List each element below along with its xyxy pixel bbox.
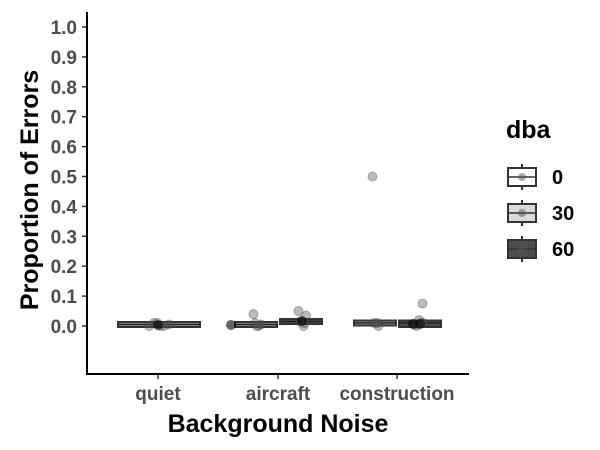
legend-item-60: 60 [507,236,574,262]
legend-item-0: 0 [507,164,563,190]
y-axis-ticks: 0.0 0.1 0.2 0.3 0.4 0.5 0.6 0.7 0.8 0.9 1.0 [51,18,87,338]
y-tick-label: 0.2 [51,257,77,278]
x-axis-title: Background Noise [168,410,389,438]
y-tick-label: 0.3 [51,227,77,248]
mean-point [415,319,425,329]
y-tick-label: 0.8 [51,78,77,99]
data-point [251,321,262,331]
data-point [372,318,383,329]
data-point [253,321,264,331]
y-tick-label: 0.5 [51,168,78,189]
y-tick-label: 0.6 [51,138,77,159]
jitter-points [144,171,429,331]
data-point [250,318,261,329]
y-tick-label: 0.1 [51,287,78,308]
mean-point [226,320,236,330]
y-axis-title: Proportion of Errors [16,70,44,310]
data-point [256,319,267,330]
y-tick-label: 0.9 [51,48,77,69]
data-point [373,321,384,331]
x-axis-ticks: quiet aircraft construction [135,374,455,405]
y-tick-label: 0.0 [51,317,77,338]
legend: dba 0 30 60 [506,116,574,262]
data-point [417,298,428,309]
x-tick-label-quiet: quiet [135,384,181,405]
mean-point [297,316,307,326]
legend-label: 0 [552,167,563,189]
y-tick-label: 1.0 [51,18,77,39]
data-point [163,319,174,330]
x-tick-label-construction: construction [339,384,454,405]
data-point [367,171,378,182]
legend-title: dba [506,116,552,144]
legend-label: 60 [552,239,574,261]
legend-item-30: 30 [507,200,574,226]
x-tick-label-aircraft: aircraft [246,384,311,405]
mean-point [408,319,418,329]
y-tick-label: 0.4 [51,197,78,218]
data-point [369,318,380,329]
mean-point [153,320,163,330]
y-tick-label: 0.7 [51,108,77,129]
data-point [248,309,259,320]
data-point [293,306,304,317]
legend-label: 30 [552,203,574,225]
